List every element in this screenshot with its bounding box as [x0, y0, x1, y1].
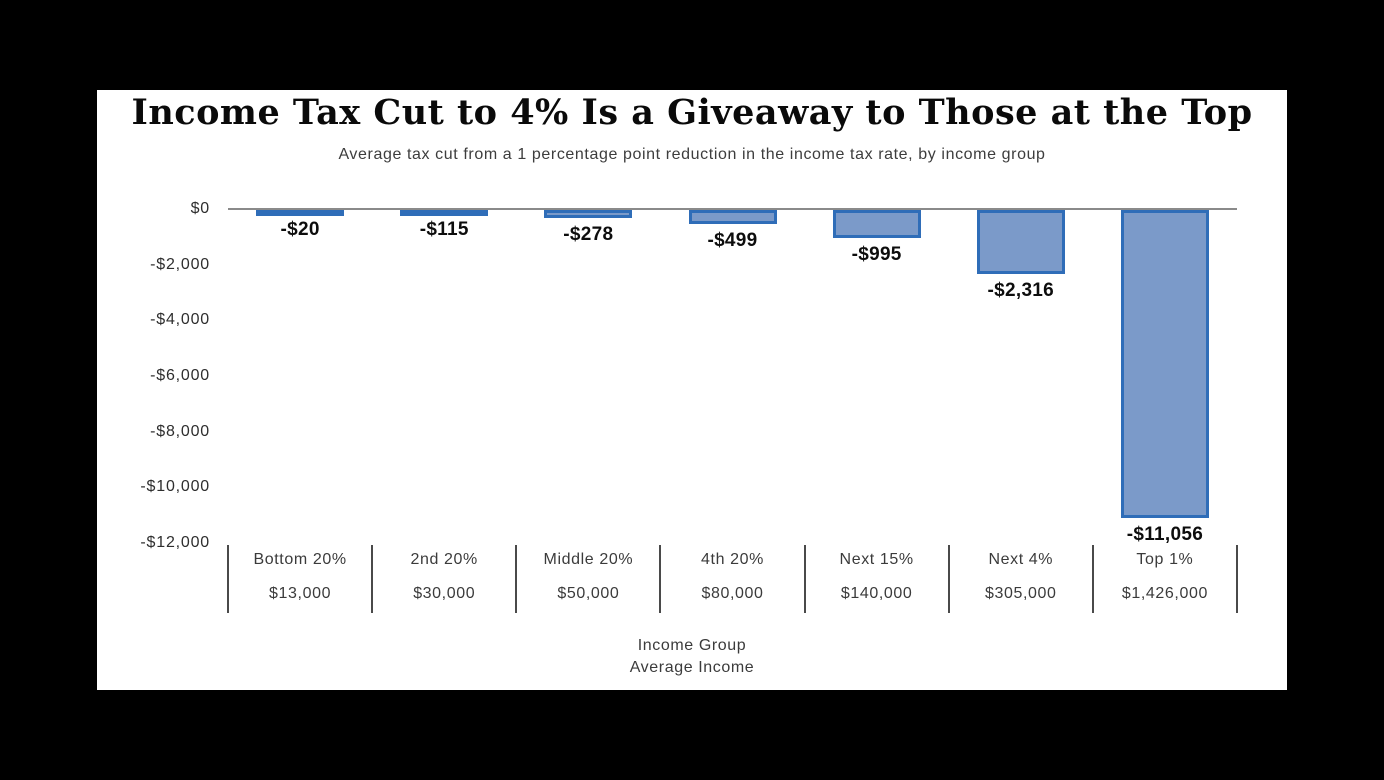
average-income-label: $13,000 [269, 585, 332, 602]
x-axis-title-line2: Average Income [629, 659, 755, 676]
y-tick-label: $0 [190, 200, 210, 217]
average-income-label: $140,000 [840, 585, 913, 602]
y-tick-label: -$12,000 [140, 534, 210, 551]
category-separator-line [804, 545, 806, 613]
category-label: 2nd 20% [410, 551, 478, 568]
category-label: Next 4% [988, 551, 1054, 568]
y-tick-label: -$6,000 [150, 367, 210, 384]
category-label: Middle 20% [543, 551, 634, 568]
zero-axis-line [228, 208, 1237, 210]
bar [544, 210, 633, 218]
bar [1120, 210, 1209, 518]
y-tick-label: -$10,000 [140, 478, 210, 496]
category-separator-line [515, 545, 517, 613]
category-separator-line [1092, 545, 1094, 613]
bar-value-label: -$11,056 [1126, 524, 1204, 545]
bar [400, 210, 489, 216]
bar-value-label: -$20 [280, 219, 320, 240]
average-income-label: $50,000 [557, 585, 620, 602]
bar-value-label: -$499 [707, 230, 758, 251]
category-label: Next 15% [839, 551, 914, 568]
average-income-label: $305,000 [985, 585, 1057, 602]
bar-value-label: -$995 [851, 244, 902, 265]
category-separator-line [227, 545, 229, 613]
average-income-label: $1,426,000 [1121, 585, 1208, 602]
bar [256, 210, 345, 216]
category-separator-line [1236, 545, 1238, 613]
average-income-label: $80,000 [701, 585, 764, 602]
y-tick-label: -$8,000 [150, 422, 210, 440]
category-separator-line [371, 545, 373, 613]
category-label: Top 1% [1136, 551, 1194, 568]
x-axis-title-line1: Income Group [637, 637, 747, 654]
bar-value-label: -$2,316 [987, 280, 1055, 301]
category-label: Bottom 20% [253, 551, 347, 568]
chart-title: Income Tax Cut to 4% Is a Giveaway to Th… [131, 92, 1253, 133]
chart-subtitle: Average tax cut from a 1 percentage poin… [338, 146, 1046, 163]
x-axis-title: Income Group Average Income [97, 635, 1287, 679]
y-tick-label: -$4,000 [150, 311, 210, 329]
bar-value-label: -$115 [419, 219, 469, 240]
y-tick-label: -$2,000 [150, 255, 210, 273]
chart-panel: Income Tax Cut to 4% Is a Giveaway to Th… [97, 90, 1287, 690]
bar-value-label: -$278 [563, 224, 614, 245]
bar [832, 210, 921, 238]
category-separator-line [948, 545, 950, 613]
bar [976, 210, 1065, 274]
bar [688, 210, 777, 224]
average-income-label: $30,000 [413, 585, 476, 602]
category-separator-line [659, 545, 661, 613]
category-label: 4th 20% [701, 551, 764, 568]
